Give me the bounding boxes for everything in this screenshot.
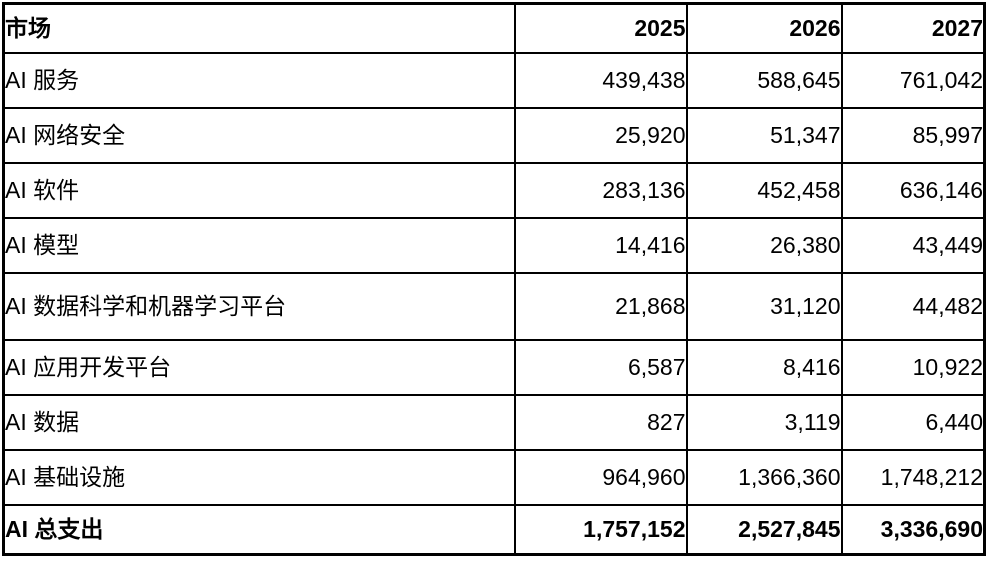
column-header-market: 市场 bbox=[2, 2, 516, 54]
value-cell: 43,449 bbox=[840, 216, 986, 274]
value-cell: 283,136 bbox=[513, 161, 688, 219]
row-label: AI 数据科学和机器学习平台 bbox=[2, 271, 516, 341]
total-value-cell: 2,527,845 bbox=[685, 503, 843, 556]
total-value-cell: 1,757,152 bbox=[513, 503, 688, 556]
column-header-2027: 2027 bbox=[840, 2, 986, 54]
row-label: AI 数据 bbox=[2, 393, 516, 451]
table-row-ai-cybersecurity: AI 网络安全 25,920 51,347 85,997 bbox=[2, 106, 986, 164]
value-cell: 1,748,212 bbox=[840, 448, 986, 506]
value-cell: 26,380 bbox=[685, 216, 843, 274]
row-label: AI 网络安全 bbox=[2, 106, 516, 164]
column-header-2026: 2026 bbox=[685, 2, 843, 54]
value-cell: 51,347 bbox=[685, 106, 843, 164]
column-header-2025: 2025 bbox=[513, 2, 688, 54]
table-row-ai-models: AI 模型 14,416 26,380 43,449 bbox=[2, 216, 986, 274]
value-cell: 85,997 bbox=[840, 106, 986, 164]
value-cell: 588,645 bbox=[685, 51, 843, 109]
row-label: AI 基础设施 bbox=[2, 448, 516, 506]
value-cell: 8,416 bbox=[685, 338, 843, 396]
total-value-cell: 3,336,690 bbox=[840, 503, 986, 556]
value-cell: 1,366,360 bbox=[685, 448, 843, 506]
value-cell: 761,042 bbox=[840, 51, 986, 109]
row-label: AI 应用开发平台 bbox=[2, 338, 516, 396]
value-cell: 25,920 bbox=[513, 106, 688, 164]
table-row-ai-infrastructure: AI 基础设施 964,960 1,366,360 1,748,212 bbox=[2, 448, 986, 506]
value-cell: 31,120 bbox=[685, 271, 843, 341]
value-cell: 10,922 bbox=[840, 338, 986, 396]
ai-spending-table: 市场 2025 2026 2027 AI 服务 439,438 588,645 … bbox=[2, 2, 986, 556]
value-cell: 6,587 bbox=[513, 338, 688, 396]
value-cell: 14,416 bbox=[513, 216, 688, 274]
value-cell: 21,868 bbox=[513, 271, 688, 341]
total-row-label: AI 总支出 bbox=[2, 503, 516, 556]
row-label: AI 模型 bbox=[2, 216, 516, 274]
table-header-row: 市场 2025 2026 2027 bbox=[2, 2, 986, 54]
table-row-ai-dsml-platforms: AI 数据科学和机器学习平台 21,868 31,120 44,482 bbox=[2, 271, 986, 341]
table-row-ai-services: AI 服务 439,438 588,645 761,042 bbox=[2, 51, 986, 109]
value-cell: 3,119 bbox=[685, 393, 843, 451]
table-row-ai-total-spend: AI 总支出 1,757,152 2,527,845 3,336,690 bbox=[2, 503, 986, 556]
row-label: AI 服务 bbox=[2, 51, 516, 109]
value-cell: 827 bbox=[513, 393, 688, 451]
value-cell: 44,482 bbox=[840, 271, 986, 341]
table-row-ai-data: AI 数据 827 3,119 6,440 bbox=[2, 393, 986, 451]
value-cell: 439,438 bbox=[513, 51, 688, 109]
table-row-ai-app-dev-platforms: AI 应用开发平台 6,587 8,416 10,922 bbox=[2, 338, 986, 396]
value-cell: 452,458 bbox=[685, 161, 843, 219]
value-cell: 964,960 bbox=[513, 448, 688, 506]
value-cell: 636,146 bbox=[840, 161, 986, 219]
table-row-ai-software: AI 软件 283,136 452,458 636,146 bbox=[2, 161, 986, 219]
row-label: AI 软件 bbox=[2, 161, 516, 219]
value-cell: 6,440 bbox=[840, 393, 986, 451]
